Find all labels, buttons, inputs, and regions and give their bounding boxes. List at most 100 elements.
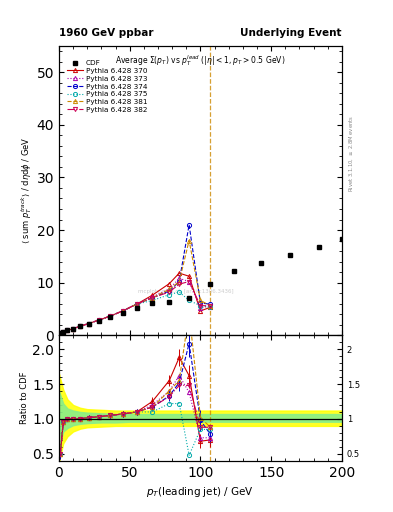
Pythia 6.428 370 <box>120 308 125 314</box>
Line: Pythia 6.428 370: Pythia 6.428 370 <box>58 271 213 335</box>
CDF <box>58 330 63 336</box>
Pythia 6.428 370 <box>58 330 63 336</box>
CDF <box>120 309 125 315</box>
Pythia 6.428 370 <box>78 323 83 329</box>
Pythia 6.428 382 <box>61 329 66 335</box>
Pythia 6.428 382 <box>86 321 91 327</box>
Line: Pythia 6.428 381: Pythia 6.428 381 <box>58 239 213 335</box>
Pythia 6.428 375 <box>65 327 70 333</box>
Pythia 6.428 382 <box>96 317 101 323</box>
Pythia 6.428 382 <box>58 330 63 336</box>
Pythia 6.428 382 <box>65 327 70 333</box>
Pythia 6.428 381 <box>78 323 83 329</box>
CDF <box>232 268 237 274</box>
Pythia 6.428 381 <box>58 330 63 336</box>
Pythia 6.428 375 <box>58 330 63 336</box>
Pythia 6.428 375 <box>134 301 139 307</box>
Pythia 6.428 374 <box>108 313 112 319</box>
Text: Rivet 3.1.10, $\geq$ 2.8M events: Rivet 3.1.10, $\geq$ 2.8M events <box>348 115 356 192</box>
Pythia 6.428 373 <box>177 275 182 282</box>
Line: Pythia 6.428 373: Pythia 6.428 373 <box>58 276 213 335</box>
Pythia 6.428 373 <box>58 330 63 336</box>
Pythia 6.428 374 <box>65 327 70 333</box>
Pythia 6.428 373 <box>78 323 83 329</box>
Pythia 6.428 382 <box>78 323 83 329</box>
Pythia 6.428 375 <box>167 292 172 298</box>
Pythia 6.428 370 <box>96 317 101 323</box>
Pythia 6.428 373 <box>150 294 155 300</box>
Pythia 6.428 374 <box>198 300 203 306</box>
CDF <box>340 237 344 243</box>
Pythia 6.428 370 <box>187 273 191 280</box>
Pythia 6.428 374 <box>150 295 155 301</box>
Pythia 6.428 373 <box>134 301 139 307</box>
Pythia 6.428 382 <box>208 303 213 309</box>
Pythia 6.428 381 <box>150 295 155 301</box>
Pythia 6.428 370 <box>86 321 91 327</box>
Pythia 6.428 381 <box>177 279 182 285</box>
Pythia 6.428 374 <box>208 301 213 307</box>
Pythia 6.428 382 <box>120 308 125 314</box>
CDF <box>187 295 191 302</box>
Pythia 6.428 370 <box>71 326 75 332</box>
Pythia 6.428 382 <box>198 303 203 309</box>
Pythia 6.428 373 <box>65 327 70 333</box>
Y-axis label: $\langle$ sum $p_T^{track}\rangle$ / d$\eta$d$\phi$ / GeV: $\langle$ sum $p_T^{track}\rangle$ / d$\… <box>19 137 34 244</box>
Pythia 6.428 381 <box>134 301 139 307</box>
Pythia 6.428 373 <box>71 326 75 332</box>
Pythia 6.428 374 <box>134 301 139 307</box>
Pythia 6.428 381 <box>187 238 191 244</box>
Pythia 6.428 375 <box>198 303 203 309</box>
Pythia 6.428 375 <box>187 297 191 304</box>
Line: CDF: CDF <box>58 237 344 336</box>
Pythia 6.428 370 <box>61 329 66 335</box>
Line: Pythia 6.428 375: Pythia 6.428 375 <box>58 290 213 335</box>
CDF <box>61 329 66 335</box>
Pythia 6.428 374 <box>86 321 91 327</box>
Pythia 6.428 373 <box>120 308 125 314</box>
Pythia 6.428 373 <box>208 303 213 309</box>
Line: Pythia 6.428 382: Pythia 6.428 382 <box>58 280 213 335</box>
Pythia 6.428 373 <box>96 317 101 323</box>
Pythia 6.428 381 <box>61 329 66 335</box>
Text: 1960 GeV ppbar: 1960 GeV ppbar <box>59 28 153 38</box>
CDF <box>134 305 139 311</box>
Pythia 6.428 374 <box>187 222 191 228</box>
Pythia 6.428 375 <box>78 323 83 329</box>
Pythia 6.428 375 <box>120 308 125 314</box>
CDF <box>287 251 292 258</box>
Legend: CDF, Pythia 6.428 370, Pythia 6.428 373, Pythia 6.428 374, Pythia 6.428 375, Pyt: CDF, Pythia 6.428 370, Pythia 6.428 373,… <box>65 58 149 115</box>
Text: mcplots.cern.ch [arXiv:1306.3436]: mcplots.cern.ch [arXiv:1306.3436] <box>138 289 234 294</box>
Pythia 6.428 370 <box>65 327 70 333</box>
CDF <box>78 323 83 329</box>
Pythia 6.428 370 <box>198 308 203 314</box>
Pythia 6.428 373 <box>198 305 203 311</box>
Pythia 6.428 370 <box>177 270 182 276</box>
Pythia 6.428 382 <box>71 326 75 332</box>
Pythia 6.428 370 <box>208 304 213 310</box>
Pythia 6.428 374 <box>120 308 125 314</box>
CDF <box>71 326 75 332</box>
Pythia 6.428 374 <box>177 279 182 285</box>
Pythia 6.428 382 <box>134 301 139 307</box>
Pythia 6.428 382 <box>150 295 155 301</box>
Pythia 6.428 382 <box>108 313 112 319</box>
Text: Underlying Event: Underlying Event <box>241 28 342 38</box>
Pythia 6.428 375 <box>96 317 101 323</box>
CDF <box>208 281 213 287</box>
Pythia 6.428 381 <box>96 317 101 323</box>
Pythia 6.428 375 <box>177 289 182 295</box>
Line: Pythia 6.428 374: Pythia 6.428 374 <box>58 223 213 335</box>
Pythia 6.428 373 <box>108 313 112 319</box>
Pythia 6.428 375 <box>61 329 66 335</box>
Pythia 6.428 370 <box>108 313 112 319</box>
Pythia 6.428 374 <box>71 326 75 332</box>
Pythia 6.428 375 <box>208 304 213 310</box>
Pythia 6.428 374 <box>61 329 66 335</box>
Y-axis label: Ratio to CDF: Ratio to CDF <box>20 372 29 424</box>
Pythia 6.428 374 <box>58 330 63 336</box>
Pythia 6.428 381 <box>198 297 203 304</box>
CDF <box>150 300 155 306</box>
Pythia 6.428 381 <box>208 303 213 309</box>
CDF <box>108 314 112 320</box>
